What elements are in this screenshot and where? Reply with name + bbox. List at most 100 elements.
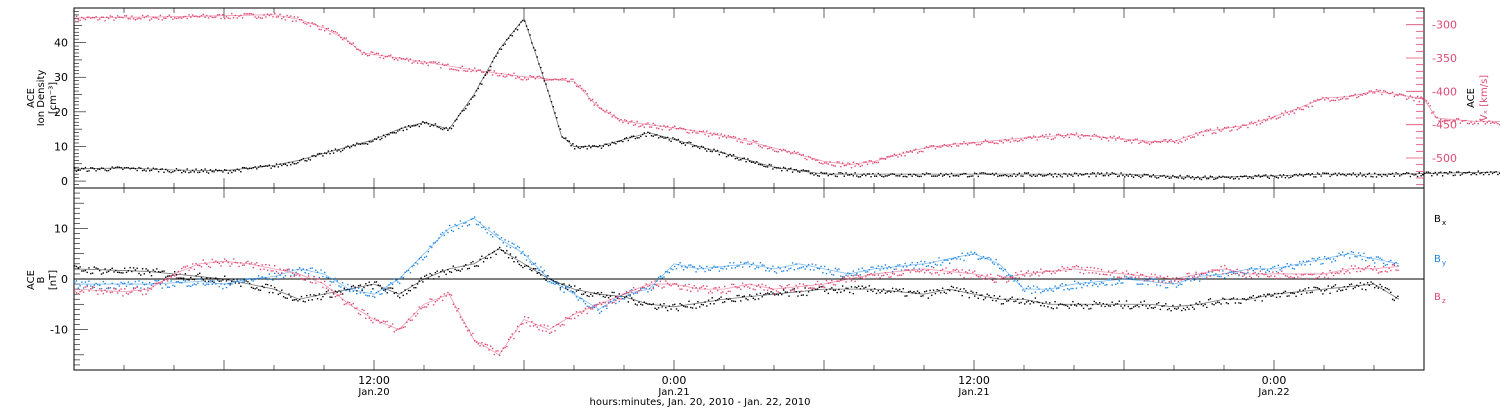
data-point — [154, 16, 156, 19]
data-point — [1220, 176, 1222, 179]
data-point — [1102, 136, 1104, 138]
data-point — [229, 170, 231, 172]
data-point — [524, 77, 526, 79]
legend-entry: B — [1434, 292, 1441, 303]
data-point — [397, 130, 399, 132]
data-point — [981, 172, 983, 174]
data-point — [507, 338, 510, 341]
data-point — [532, 47, 535, 49]
data-point — [1147, 173, 1149, 176]
data-point — [1081, 174, 1083, 176]
data-point — [441, 63, 444, 65]
data-point — [1063, 136, 1065, 139]
data-point — [366, 295, 369, 297]
data-point — [620, 298, 622, 300]
data-point — [638, 290, 640, 292]
data-point — [1106, 274, 1108, 276]
data-point — [879, 269, 881, 271]
data-point — [418, 306, 420, 308]
data-point — [120, 288, 122, 290]
data-point — [831, 273, 833, 276]
data-point — [1407, 97, 1410, 99]
data-point — [354, 145, 356, 147]
data-point — [1331, 286, 1333, 288]
data-point — [988, 294, 990, 297]
data-point — [168, 14, 170, 16]
data-point — [227, 283, 229, 285]
data-point — [1007, 280, 1010, 282]
data-point — [1252, 295, 1254, 297]
data-point — [1222, 297, 1224, 299]
data-point — [593, 306, 595, 309]
data-point — [1161, 175, 1163, 177]
data-point — [702, 146, 704, 148]
data-point — [902, 272, 904, 275]
data-point — [1368, 172, 1370, 174]
data-point — [82, 17, 85, 20]
data-point — [386, 320, 388, 323]
data-point — [920, 270, 922, 272]
data-point — [916, 262, 919, 264]
data-point — [609, 295, 612, 297]
data-point — [274, 165, 276, 168]
data-point — [202, 283, 204, 285]
data-point — [127, 281, 129, 283]
data-point — [247, 13, 249, 15]
data-point — [1152, 141, 1154, 144]
data-point — [1231, 298, 1233, 300]
data-point — [1277, 264, 1279, 266]
data-point — [1136, 271, 1138, 274]
data-point — [1082, 135, 1085, 137]
data-point — [616, 140, 619, 143]
data-point — [513, 243, 515, 245]
data-point — [847, 174, 849, 176]
data-point — [786, 169, 788, 172]
data-point — [293, 163, 295, 165]
data-point — [1288, 295, 1290, 297]
data-point — [1404, 95, 1406, 97]
data-point — [411, 319, 413, 321]
data-point — [1281, 267, 1283, 270]
data-point — [795, 152, 797, 154]
data-point — [229, 283, 231, 285]
data-point — [440, 127, 442, 130]
data-point — [1174, 176, 1176, 178]
data-point — [525, 25, 528, 27]
data-point — [1236, 128, 1238, 131]
data-point — [218, 13, 220, 16]
data-point — [1059, 303, 1062, 305]
data-point — [836, 269, 838, 271]
data-point — [1006, 175, 1008, 177]
data-point — [804, 287, 806, 289]
data-point — [900, 274, 903, 276]
data-point — [1259, 270, 1262, 272]
data-point — [561, 78, 563, 80]
data-point — [216, 170, 219, 172]
data-point — [1136, 138, 1138, 140]
data-point — [1207, 177, 1210, 180]
data-point — [332, 152, 335, 154]
data-point — [570, 290, 572, 292]
data-point — [970, 277, 972, 279]
data-point — [1229, 177, 1231, 179]
data-point — [1268, 293, 1270, 295]
data-point — [181, 282, 183, 284]
data-point — [211, 258, 213, 261]
data-point — [784, 167, 787, 169]
data-point — [388, 133, 390, 136]
data-point — [1049, 302, 1051, 304]
x-tick-date: Jan.20 — [357, 387, 389, 398]
data-point — [732, 283, 735, 286]
data-point — [927, 146, 929, 149]
data-point — [804, 285, 806, 287]
data-point — [454, 268, 456, 271]
data-point — [1249, 275, 1251, 277]
data-point — [1274, 176, 1276, 178]
data-point — [622, 298, 624, 300]
data-point — [806, 158, 808, 161]
data-point — [541, 271, 544, 274]
data-point — [818, 175, 820, 177]
data-point — [849, 163, 851, 165]
data-point — [1107, 270, 1110, 272]
